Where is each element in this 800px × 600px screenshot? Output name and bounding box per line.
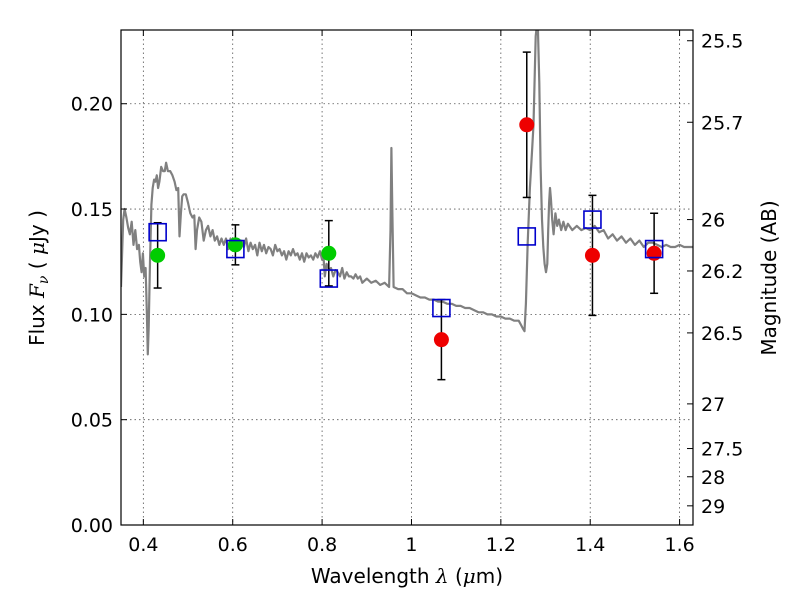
- x-tick-label: 0.8: [307, 534, 337, 556]
- x-tick-label: 1.4: [575, 534, 605, 556]
- y-tick-label: 0.20: [71, 94, 113, 116]
- data-point: [646, 245, 662, 261]
- data-point: [150, 247, 166, 263]
- y2-tick-label: 28: [701, 467, 725, 489]
- model-box-point: [517, 227, 537, 246]
- y-tick-label: 0.00: [71, 515, 113, 537]
- model-spectrum-line: [121, 30, 693, 356]
- y-tick-label: 0.15: [71, 199, 113, 221]
- model-box-point: [432, 298, 451, 318]
- y2-tick-label: 29: [701, 496, 725, 518]
- y2-tick-label: 26.2: [701, 261, 743, 283]
- x-axis-label: Wavelength λ (μm): [311, 564, 503, 588]
- model-box-point: [583, 210, 602, 229]
- data-point: [519, 117, 535, 133]
- y2-tick-label: 27: [701, 394, 725, 416]
- y-tick-label: 0.10: [71, 304, 113, 326]
- model-box-point: [226, 239, 245, 259]
- y2-tick-label: 26.5: [701, 323, 743, 345]
- data-point: [227, 237, 243, 253]
- x-tick-label: 1.6: [664, 534, 694, 556]
- x-tick-label: 0.6: [218, 534, 248, 556]
- model-box-point: [319, 269, 339, 288]
- data-point: [433, 332, 449, 348]
- data-point: [321, 245, 337, 261]
- y-tick-label: 0.05: [71, 410, 113, 432]
- y2-tick-label: 25.7: [701, 112, 743, 134]
- data-markers: [148, 117, 664, 348]
- x-tick-label: 1.2: [486, 534, 516, 556]
- y2-tick-label: 25.5: [701, 31, 743, 53]
- x-tick-label: 0.4: [128, 534, 158, 556]
- model-box-point: [148, 222, 167, 242]
- y2-tick-label: 26: [701, 210, 725, 232]
- y2-axis-label: Magnitude (AB): [757, 200, 781, 355]
- error-bars: [153, 51, 659, 381]
- data-point: [584, 247, 600, 263]
- axis-ticks: 0.4 0.6 0.8 1 1.2 1.4 1.6 0.00 0.05 0.10 0.15 0.20 2…: [71, 30, 743, 556]
- plot-frame: [120, 29, 694, 526]
- x-tick-label: 1: [405, 534, 417, 556]
- y-axis-label: Flux Fν ( μJy ): [25, 210, 52, 346]
- model-spectrum: [121, 30, 693, 356]
- y2-tick-label: 27.5: [701, 439, 743, 461]
- grid-lines: [121, 30, 693, 526]
- model-box-point: [644, 239, 664, 259]
